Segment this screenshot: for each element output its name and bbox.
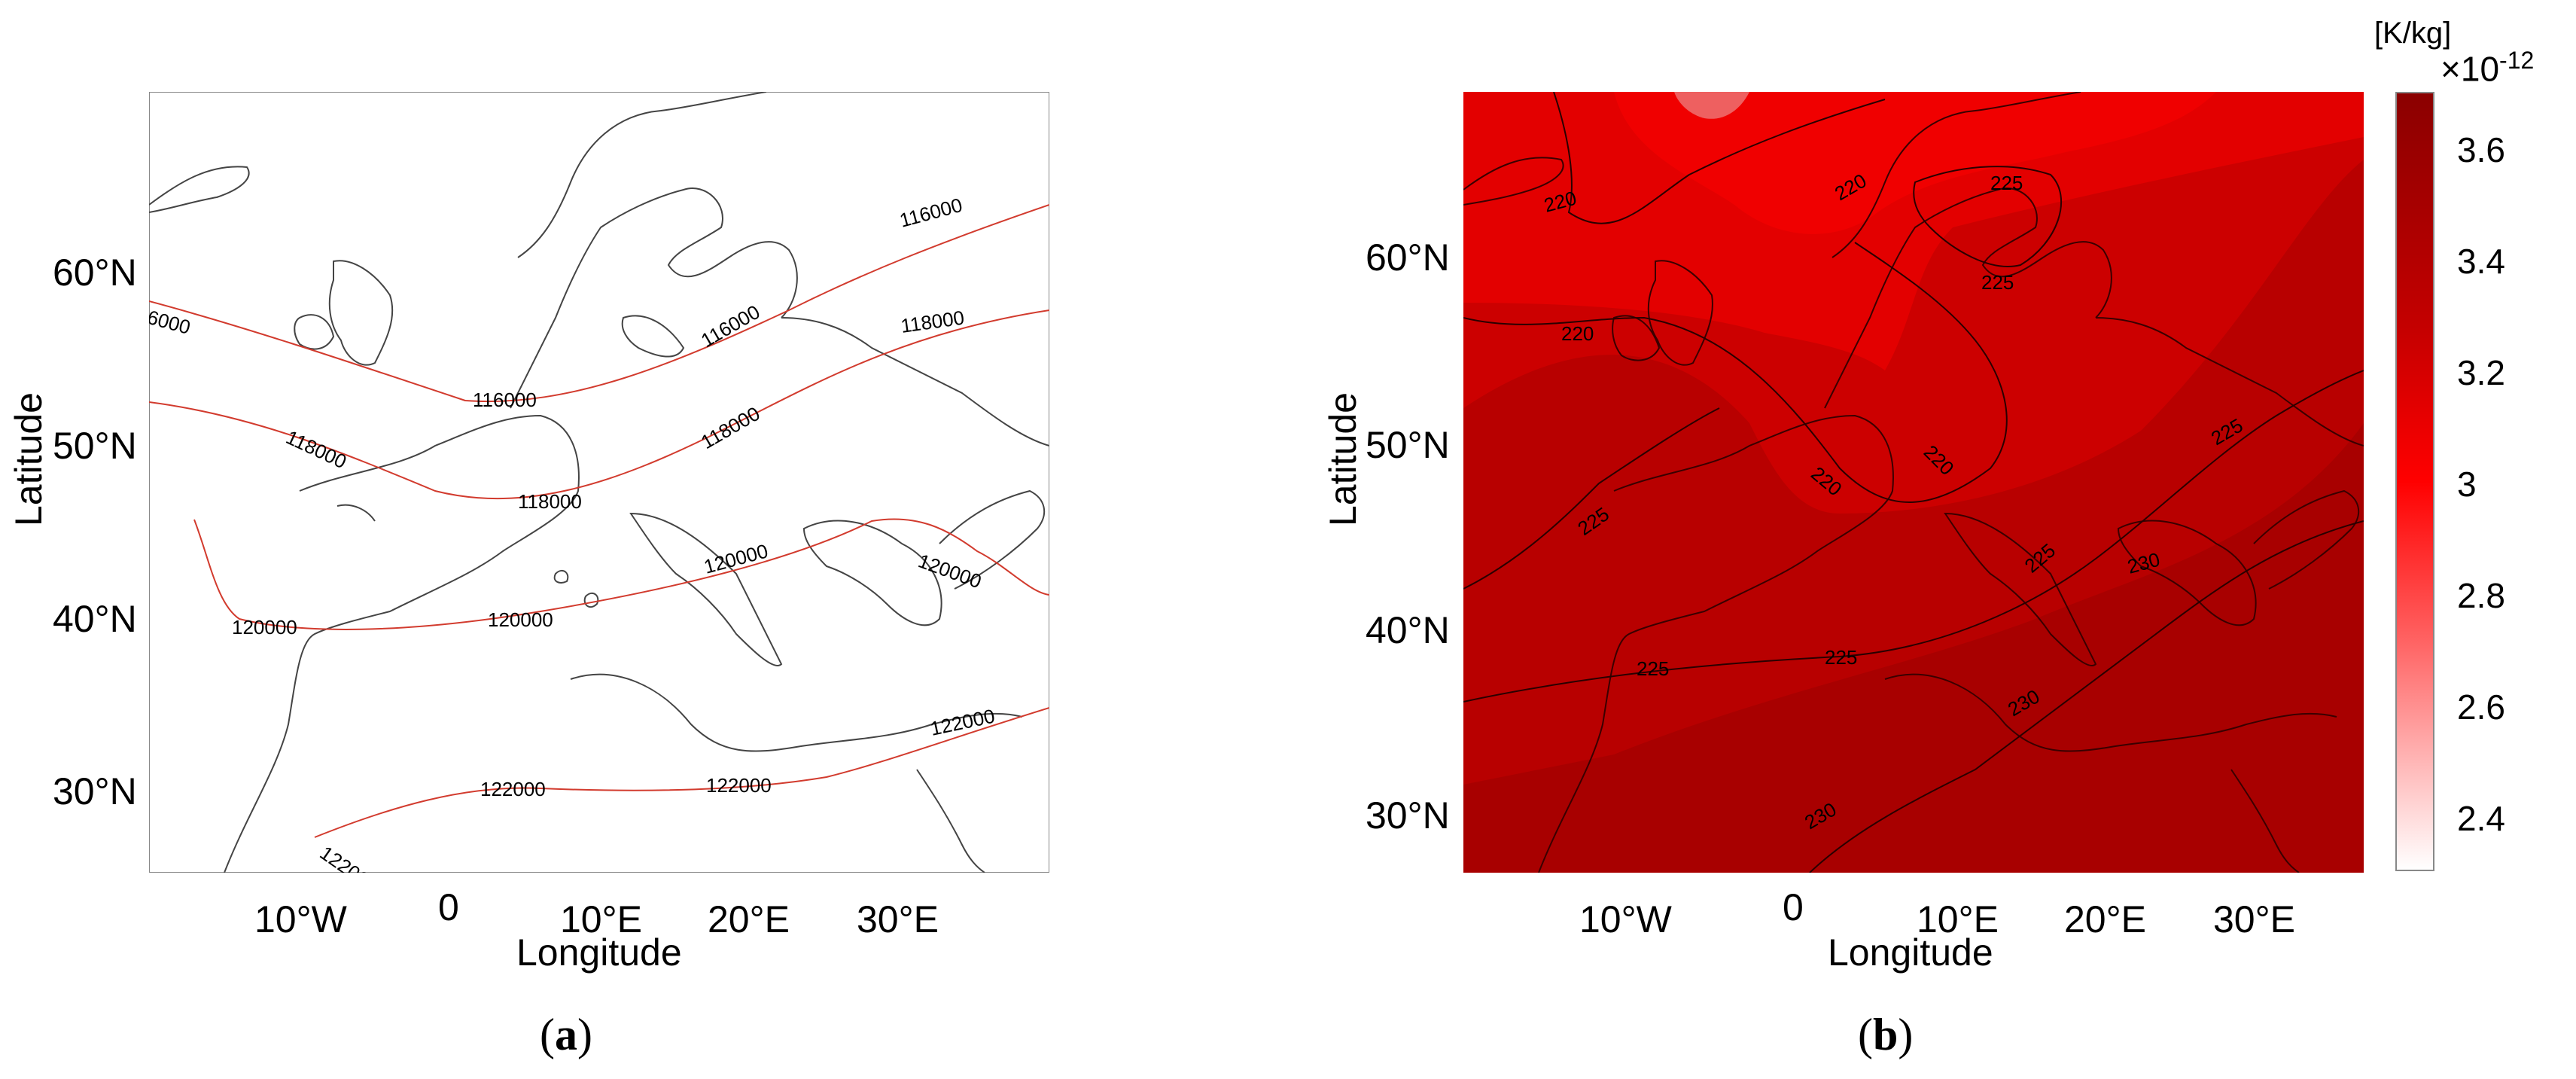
fill-band-light (1674, 92, 1749, 119)
contour-230 (1809, 520, 2364, 873)
coastlines-b (1463, 92, 2364, 873)
x-tick: 10°E (1917, 898, 1999, 940)
y-tick: 30°N (1366, 794, 1450, 837)
y-tick: 50°N (53, 425, 137, 467)
y-tick: 30°N (53, 770, 137, 812)
x-tick: 0 (438, 886, 459, 928)
contour-220-n (1553, 92, 1886, 224)
colorbar-tick: 2.8 (2457, 576, 2505, 615)
contour-116000 (149, 204, 1049, 403)
x-tick: 0 (1783, 886, 1804, 928)
y-tick: 60°N (53, 251, 137, 294)
colorbar-unit: [K/kg] (2374, 17, 2452, 50)
contour-label: 225 (1981, 271, 2014, 294)
x-tick: 10°W (1579, 898, 1672, 940)
contour-225-w (1463, 407, 1720, 590)
contour-label: 122000 (480, 778, 546, 800)
contour-lines-b (1463, 92, 2364, 873)
contour-label: 116000 (473, 389, 537, 411)
coastlines-a (149, 92, 1049, 873)
contour-label: 120000 (488, 608, 553, 631)
contour-122000 (314, 707, 1049, 838)
y-tick: 60°N (1366, 236, 1450, 279)
contour-label: 225 (1825, 646, 1857, 669)
x-axis-title: Longitude (1828, 931, 1993, 974)
x-tick: 20°E (708, 898, 790, 940)
panel-b-caption: (b) (1858, 1010, 1914, 1059)
colorbar-exponent-power: -12 (2499, 47, 2535, 74)
x-tick: 30°E (2213, 898, 2295, 940)
fill-band-0 (1614, 92, 2216, 234)
contour-label: 118000 (518, 490, 582, 513)
colorbar-exponent: ×10-12 (2441, 47, 2534, 89)
x-tick: 30°E (857, 898, 939, 940)
x-tick: 10°E (560, 898, 642, 940)
x-axis-title: Longitude (516, 931, 682, 974)
y-tick: 50°N (1366, 424, 1450, 466)
x-tick: 20°E (2064, 898, 2146, 940)
contour-225-ring (1913, 166, 2063, 267)
colorbar-exponent-base: ×10 (2441, 49, 2500, 89)
colorbar (2395, 92, 2434, 871)
contour-label: 220 (1561, 322, 1594, 345)
caption-letter: a (554, 1010, 577, 1059)
y-tick: 40°N (53, 598, 137, 640)
map-a: 116000 116000 116000 116000 118000 11800… (149, 92, 1049, 873)
x-tick: 10°W (254, 898, 347, 940)
panel-a-caption: (a) (540, 1010, 592, 1059)
colorbar-tick: 3.4 (2457, 242, 2505, 281)
contour-220 (1463, 242, 2008, 503)
y-axis-title: Latitude (8, 392, 50, 526)
colorbar-tick: 2.4 (2457, 799, 2505, 838)
colorbar-tick: 3.6 (2457, 130, 2505, 169)
contour-120000 (193, 518, 1049, 630)
caption-letter: b (1872, 1010, 1899, 1059)
colorbar-tick: 3.2 (2457, 353, 2505, 392)
contour-label: 122000 (706, 774, 772, 797)
contour-225 (1463, 370, 2364, 703)
contour-label: 225 (1637, 657, 1669, 680)
contour-118000 (149, 309, 1049, 500)
colorbar-tick: 3 (2457, 465, 2477, 504)
contour-label: 120000 (232, 616, 297, 639)
y-tick: 40°N (1366, 609, 1450, 651)
y-axis-title: Latitude (1322, 392, 1364, 526)
contour-lines-a (149, 204, 1049, 838)
contour-label: 225 (1990, 172, 2023, 194)
colorbar-tick: 2.6 (2457, 687, 2505, 727)
map-b: 220 220 220 220 220 225 225 225 225 225 … (1463, 92, 2364, 873)
